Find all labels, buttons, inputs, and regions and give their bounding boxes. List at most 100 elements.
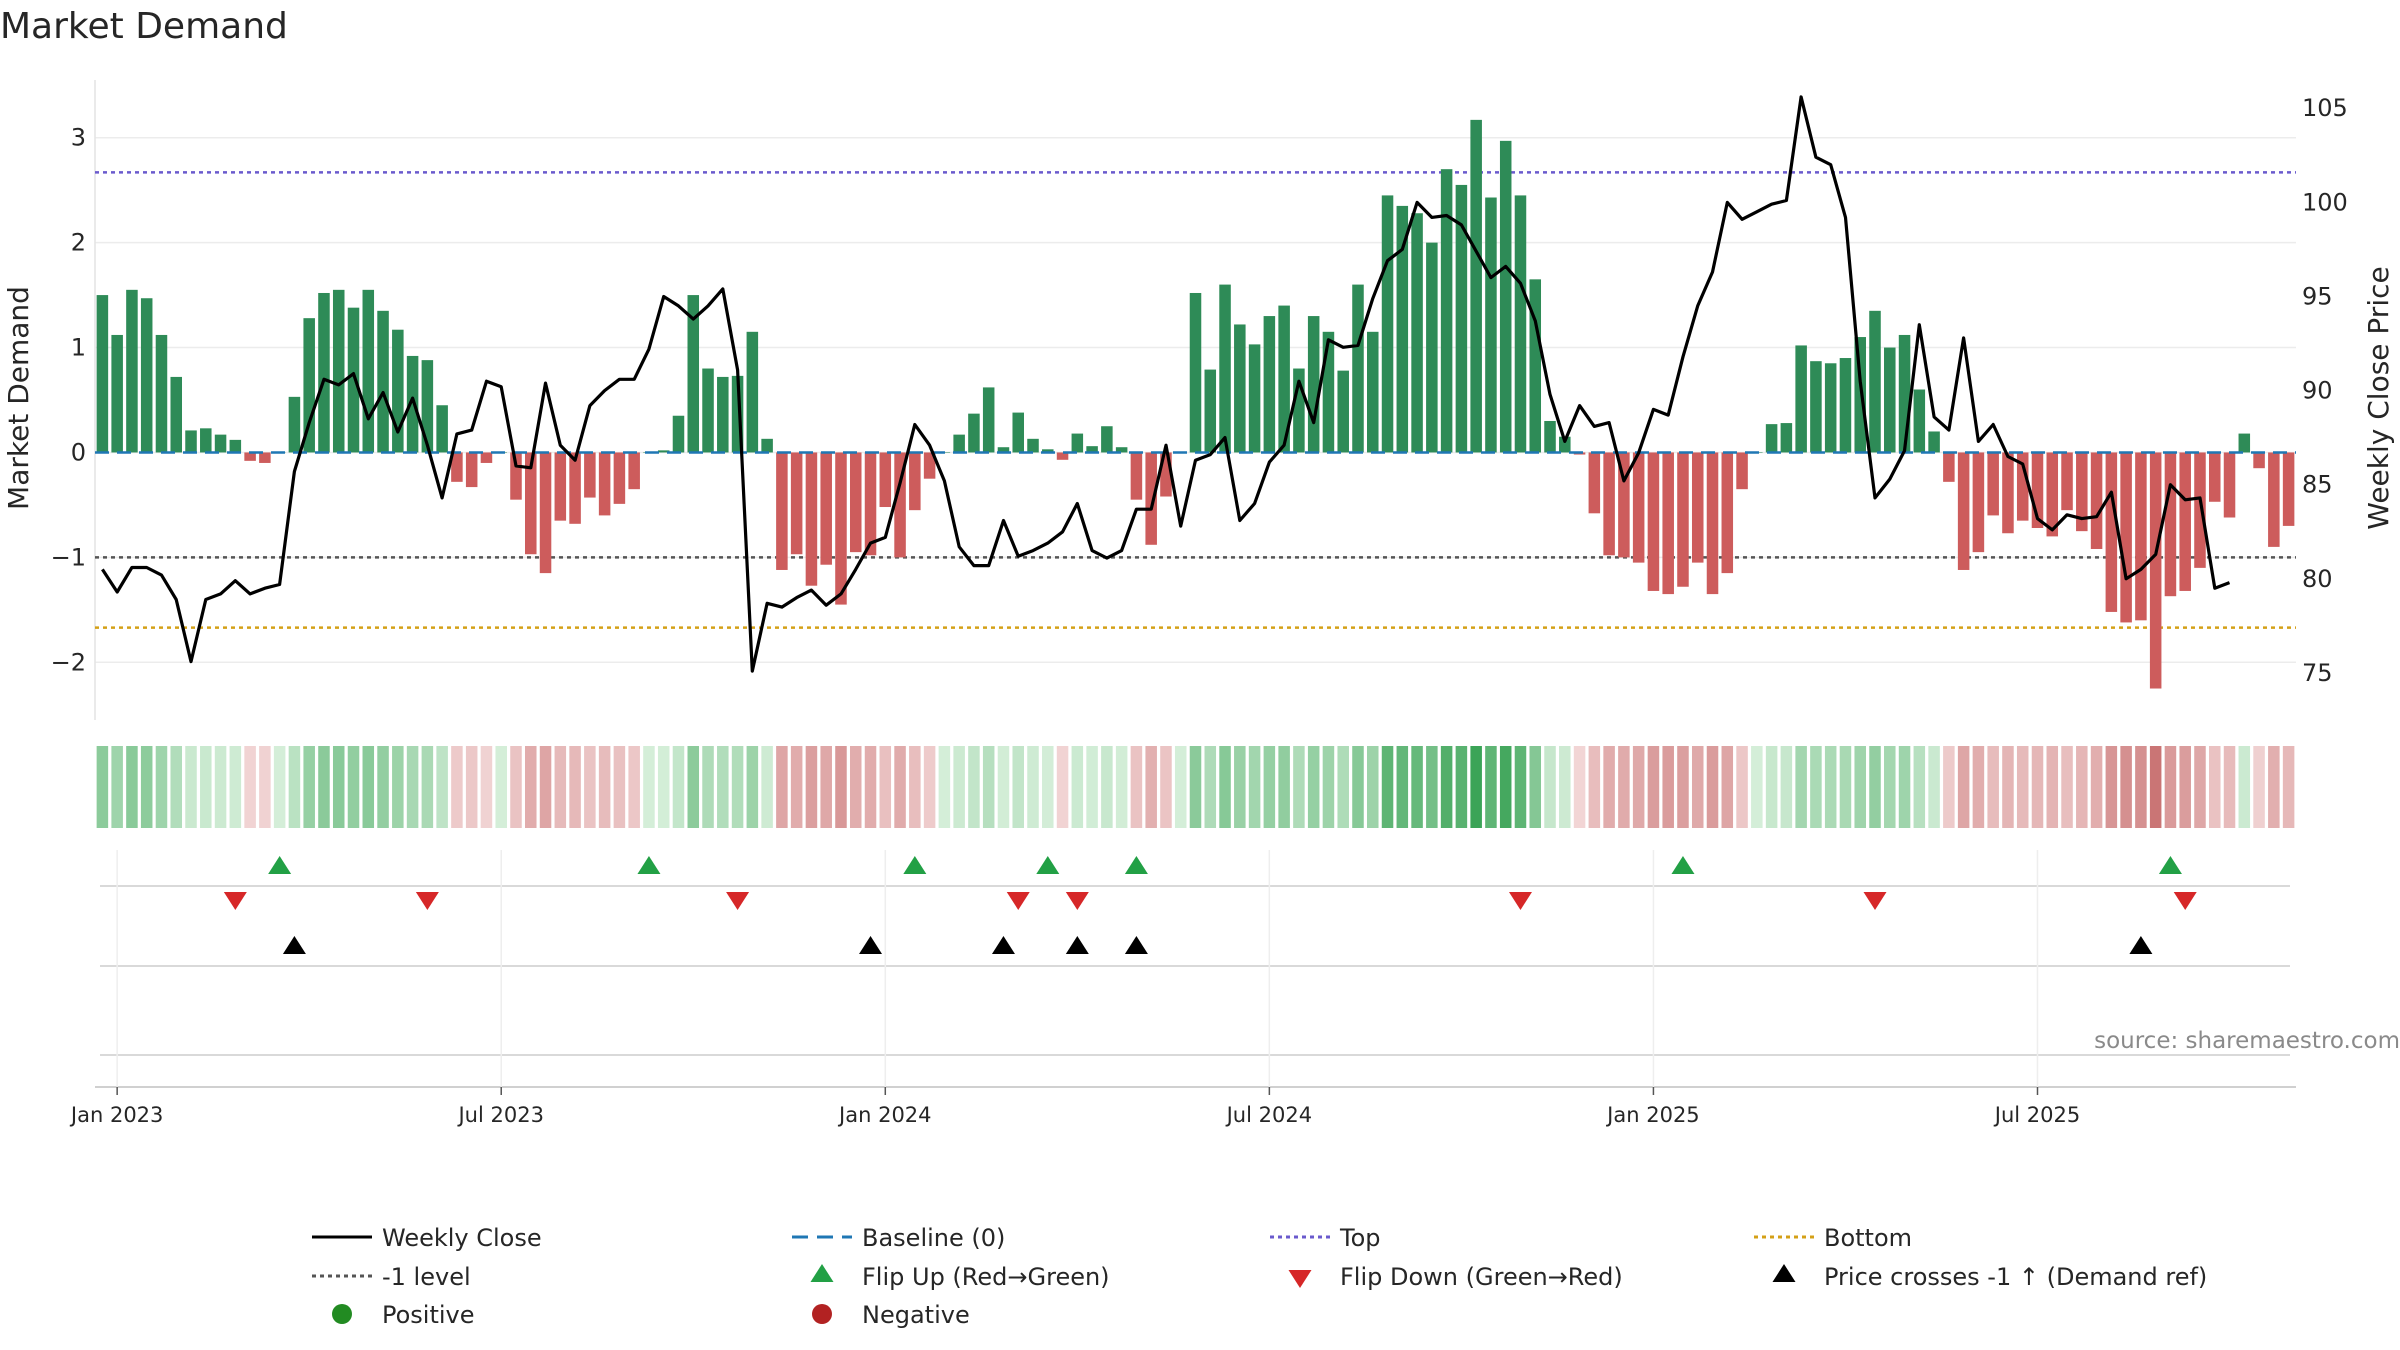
- x-tick-label: Jul 2024: [1225, 1103, 1312, 1127]
- positive-demand-bar: [953, 434, 965, 453]
- flip-down-marker: [1006, 892, 1030, 910]
- left-axis-label: Market Demand: [2, 286, 35, 510]
- heat-cell: [1928, 746, 1940, 828]
- flip-up-marker: [1671, 856, 1695, 874]
- heat-cell: [303, 746, 315, 828]
- positive-demand-bar: [318, 292, 330, 453]
- positive-demand-bar: [229, 439, 242, 453]
- positive-demand-bar: [1234, 324, 1246, 453]
- negative-demand-bar: [584, 452, 596, 498]
- price-cross-marker: [282, 936, 306, 954]
- positive-demand-bar: [1204, 369, 1217, 453]
- positive-demand-bar: [1322, 331, 1335, 453]
- heat-cell: [229, 746, 242, 828]
- negative-demand-bar: [2061, 452, 2073, 511]
- heat-cell: [1396, 746, 1409, 828]
- heat-cell: [2090, 746, 2103, 828]
- heat-cell: [598, 746, 611, 828]
- heat-cell: [2016, 746, 2029, 828]
- heat-cell: [2238, 746, 2251, 828]
- heat-cell: [185, 746, 197, 828]
- positive-demand-bar: [2238, 433, 2251, 453]
- heat-cell: [1795, 746, 1807, 828]
- heat-cell: [1056, 746, 1069, 828]
- positive-demand-bar: [1426, 242, 1438, 453]
- heat-cell: [864, 746, 877, 828]
- negative-demand-bar: [1632, 452, 1645, 563]
- heat-cell: [1573, 746, 1586, 828]
- heat-cell: [1721, 746, 1734, 828]
- positive-demand-bar: [392, 329, 404, 453]
- source-note: source: sharemaestro.com: [2094, 1028, 2400, 1054]
- heat-cell: [820, 746, 832, 828]
- negative-demand-bar: [2105, 452, 2118, 612]
- negative-demand-bar: [1736, 452, 1748, 490]
- heat-cell: [1234, 746, 1246, 828]
- positive-demand-bar: [1455, 184, 1468, 453]
- legend-label: Flip Up (Red→Green): [862, 1263, 1110, 1291]
- negative-demand-bar: [2046, 452, 2059, 537]
- heat-cell: [2135, 746, 2147, 828]
- heat-cell: [2223, 746, 2236, 828]
- positive-demand-bar: [1839, 358, 1852, 453]
- heat-cell: [2164, 746, 2177, 828]
- negative-demand-bar: [2268, 452, 2280, 547]
- legend-label: Baseline (0): [862, 1224, 1005, 1252]
- heat-cell: [997, 746, 1010, 828]
- flip-up-marker: [2158, 856, 2182, 874]
- heat-cell: [214, 746, 227, 828]
- heat-cell: [938, 746, 951, 828]
- heat-cell: [1618, 746, 1630, 828]
- positive-demand-bar: [288, 396, 301, 453]
- positive-demand-bar: [1248, 344, 1261, 453]
- positive-demand-bar: [1307, 316, 1320, 453]
- heat-cell: [1115, 746, 1128, 828]
- negative-demand-bar: [1691, 452, 1704, 563]
- x-tick-label: Jan 2025: [1605, 1103, 1700, 1127]
- legend-label: Negative: [862, 1301, 970, 1329]
- negative-demand-bar: [805, 452, 818, 586]
- heat-cell: [879, 746, 892, 828]
- heat-cell: [2179, 746, 2191, 828]
- heat-cell: [539, 746, 552, 828]
- positive-demand-bar: [332, 289, 345, 453]
- heat-cell: [1603, 746, 1615, 828]
- negative-demand-bar: [1972, 452, 1985, 553]
- heat-cell: [1839, 746, 1852, 828]
- positive-demand-bar: [1470, 119, 1482, 453]
- positive-demand-bar: [1027, 438, 1039, 453]
- heat-cell: [1662, 746, 1674, 828]
- heat-cell: [584, 746, 596, 828]
- heat-cell: [731, 746, 744, 828]
- heat-cell: [436, 746, 448, 828]
- price-cross-marker: [1124, 936, 1148, 954]
- heat-cell: [1677, 746, 1689, 828]
- negative-demand-bar: [510, 452, 522, 500]
- positive-demand-bar: [997, 447, 1010, 453]
- positive-demand-bar: [1824, 363, 1837, 453]
- legend-label: Positive: [382, 1301, 475, 1329]
- negative-demand-bar: [864, 452, 877, 556]
- negative-demand-bar: [1145, 452, 1157, 545]
- heat-cell: [1751, 746, 1763, 828]
- heat-cell: [140, 746, 153, 828]
- heat-cell: [805, 746, 818, 828]
- negative-demand-bar: [1588, 452, 1601, 514]
- negative-demand-bar: [2120, 452, 2132, 623]
- heat-cell: [1278, 746, 1290, 828]
- price-cross-marker: [991, 936, 1015, 954]
- heat-cell: [510, 746, 522, 828]
- event-markers: [223, 856, 2197, 1288]
- negative-demand-bar: [2031, 452, 2044, 528]
- positive-demand-bar: [170, 376, 183, 453]
- positive-demand-bar: [1795, 345, 1807, 453]
- positive-demand-bar: [1115, 447, 1128, 453]
- heat-cell: [1160, 746, 1172, 828]
- negative-demand-bar: [909, 452, 921, 511]
- positive-demand-bar: [1780, 423, 1793, 453]
- negative-demand-bar: [628, 452, 640, 490]
- heat-cell: [1027, 746, 1039, 828]
- heat-cell: [288, 746, 301, 828]
- positive-demand-bar: [1514, 195, 1527, 453]
- negative-demand-bar: [2282, 452, 2295, 526]
